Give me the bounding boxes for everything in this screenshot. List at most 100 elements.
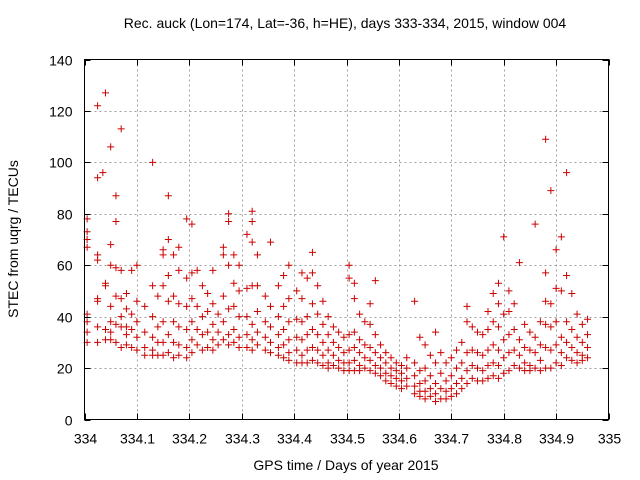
x-tick-label: 335 bbox=[598, 431, 622, 447]
data-points bbox=[83, 89, 592, 405]
data-point bbox=[319, 351, 327, 359]
data-point bbox=[183, 215, 191, 223]
data-point bbox=[204, 344, 212, 351]
data-point bbox=[568, 290, 576, 297]
data-point bbox=[159, 318, 167, 326]
data-point bbox=[298, 336, 306, 344]
data-point bbox=[261, 333, 269, 341]
data-point bbox=[285, 295, 293, 303]
data-point bbox=[133, 318, 141, 326]
data-point bbox=[293, 346, 301, 354]
data-point bbox=[345, 274, 353, 282]
data-point bbox=[170, 318, 178, 326]
data-point bbox=[329, 338, 337, 346]
data-point bbox=[303, 346, 311, 354]
data-point bbox=[159, 351, 167, 359]
y-tick-label: 0 bbox=[65, 413, 73, 429]
data-point bbox=[280, 341, 288, 349]
y-tick-label: 20 bbox=[57, 361, 73, 377]
data-point bbox=[243, 230, 251, 238]
data-point bbox=[366, 356, 374, 364]
data-point bbox=[188, 295, 196, 303]
data-point bbox=[421, 364, 429, 372]
data-point bbox=[398, 369, 406, 377]
data-point bbox=[521, 320, 529, 328]
data-point bbox=[515, 351, 523, 359]
data-point bbox=[170, 292, 178, 300]
data-point bbox=[345, 359, 353, 367]
data-point bbox=[371, 369, 379, 377]
data-point bbox=[183, 302, 191, 310]
data-point bbox=[159, 251, 167, 259]
data-point bbox=[463, 380, 471, 387]
data-point bbox=[117, 266, 125, 274]
data-point bbox=[230, 251, 238, 259]
data-point bbox=[437, 369, 445, 377]
data-point bbox=[235, 333, 243, 341]
y-tick-label: 60 bbox=[57, 258, 73, 274]
data-point bbox=[204, 290, 212, 297]
data-point bbox=[447, 385, 455, 393]
data-point bbox=[361, 318, 369, 326]
data-point bbox=[188, 336, 196, 344]
x-tick-label: 334 bbox=[74, 431, 98, 447]
data-point bbox=[248, 218, 256, 225]
data-point bbox=[557, 349, 565, 357]
data-point bbox=[188, 318, 196, 326]
data-point bbox=[253, 341, 261, 349]
data-point bbox=[198, 313, 206, 321]
data-point bbox=[563, 318, 571, 326]
data-point bbox=[188, 349, 196, 357]
data-point bbox=[515, 336, 523, 344]
data-point bbox=[432, 398, 440, 405]
data-point bbox=[267, 323, 275, 331]
data-point bbox=[366, 320, 374, 328]
data-point bbox=[253, 328, 261, 336]
data-point bbox=[568, 356, 576, 364]
data-point bbox=[494, 362, 502, 369]
data-point bbox=[122, 341, 130, 349]
data-point bbox=[164, 272, 172, 279]
data-point bbox=[453, 390, 461, 398]
data-point bbox=[479, 367, 487, 375]
data-point bbox=[521, 359, 529, 367]
data-point bbox=[371, 331, 379, 339]
data-point bbox=[214, 328, 222, 336]
data-point bbox=[253, 251, 261, 259]
x-tick-label: 334.3 bbox=[225, 431, 260, 447]
data-point bbox=[531, 364, 539, 372]
data-point bbox=[557, 362, 565, 369]
x-axis-label: GPS time / Days of year 2015 bbox=[253, 457, 438, 473]
data-point bbox=[164, 236, 172, 243]
data-point bbox=[94, 338, 102, 346]
data-point bbox=[484, 308, 492, 315]
data-point bbox=[505, 367, 513, 375]
data-point bbox=[308, 300, 316, 308]
data-point bbox=[463, 302, 471, 310]
data-point bbox=[563, 272, 571, 279]
data-point bbox=[568, 326, 576, 333]
data-point bbox=[453, 364, 461, 372]
data-point bbox=[510, 300, 518, 308]
data-point bbox=[416, 367, 424, 375]
data-point bbox=[515, 364, 523, 372]
data-point bbox=[261, 346, 269, 354]
data-point bbox=[99, 169, 107, 177]
data-point bbox=[542, 320, 550, 328]
data-point bbox=[371, 362, 379, 369]
data-point bbox=[122, 331, 130, 339]
data-point bbox=[193, 302, 201, 310]
data-point bbox=[377, 354, 385, 362]
data-point bbox=[141, 344, 149, 351]
data-point bbox=[361, 341, 369, 349]
data-point bbox=[94, 323, 102, 331]
data-point bbox=[230, 279, 238, 287]
data-point bbox=[458, 374, 466, 382]
data-point bbox=[526, 346, 534, 354]
data-point bbox=[437, 349, 445, 357]
data-point bbox=[426, 372, 434, 380]
data-point bbox=[489, 341, 497, 349]
data-point bbox=[204, 328, 212, 336]
data-point bbox=[285, 336, 293, 344]
y-tick-label: 80 bbox=[57, 207, 73, 223]
